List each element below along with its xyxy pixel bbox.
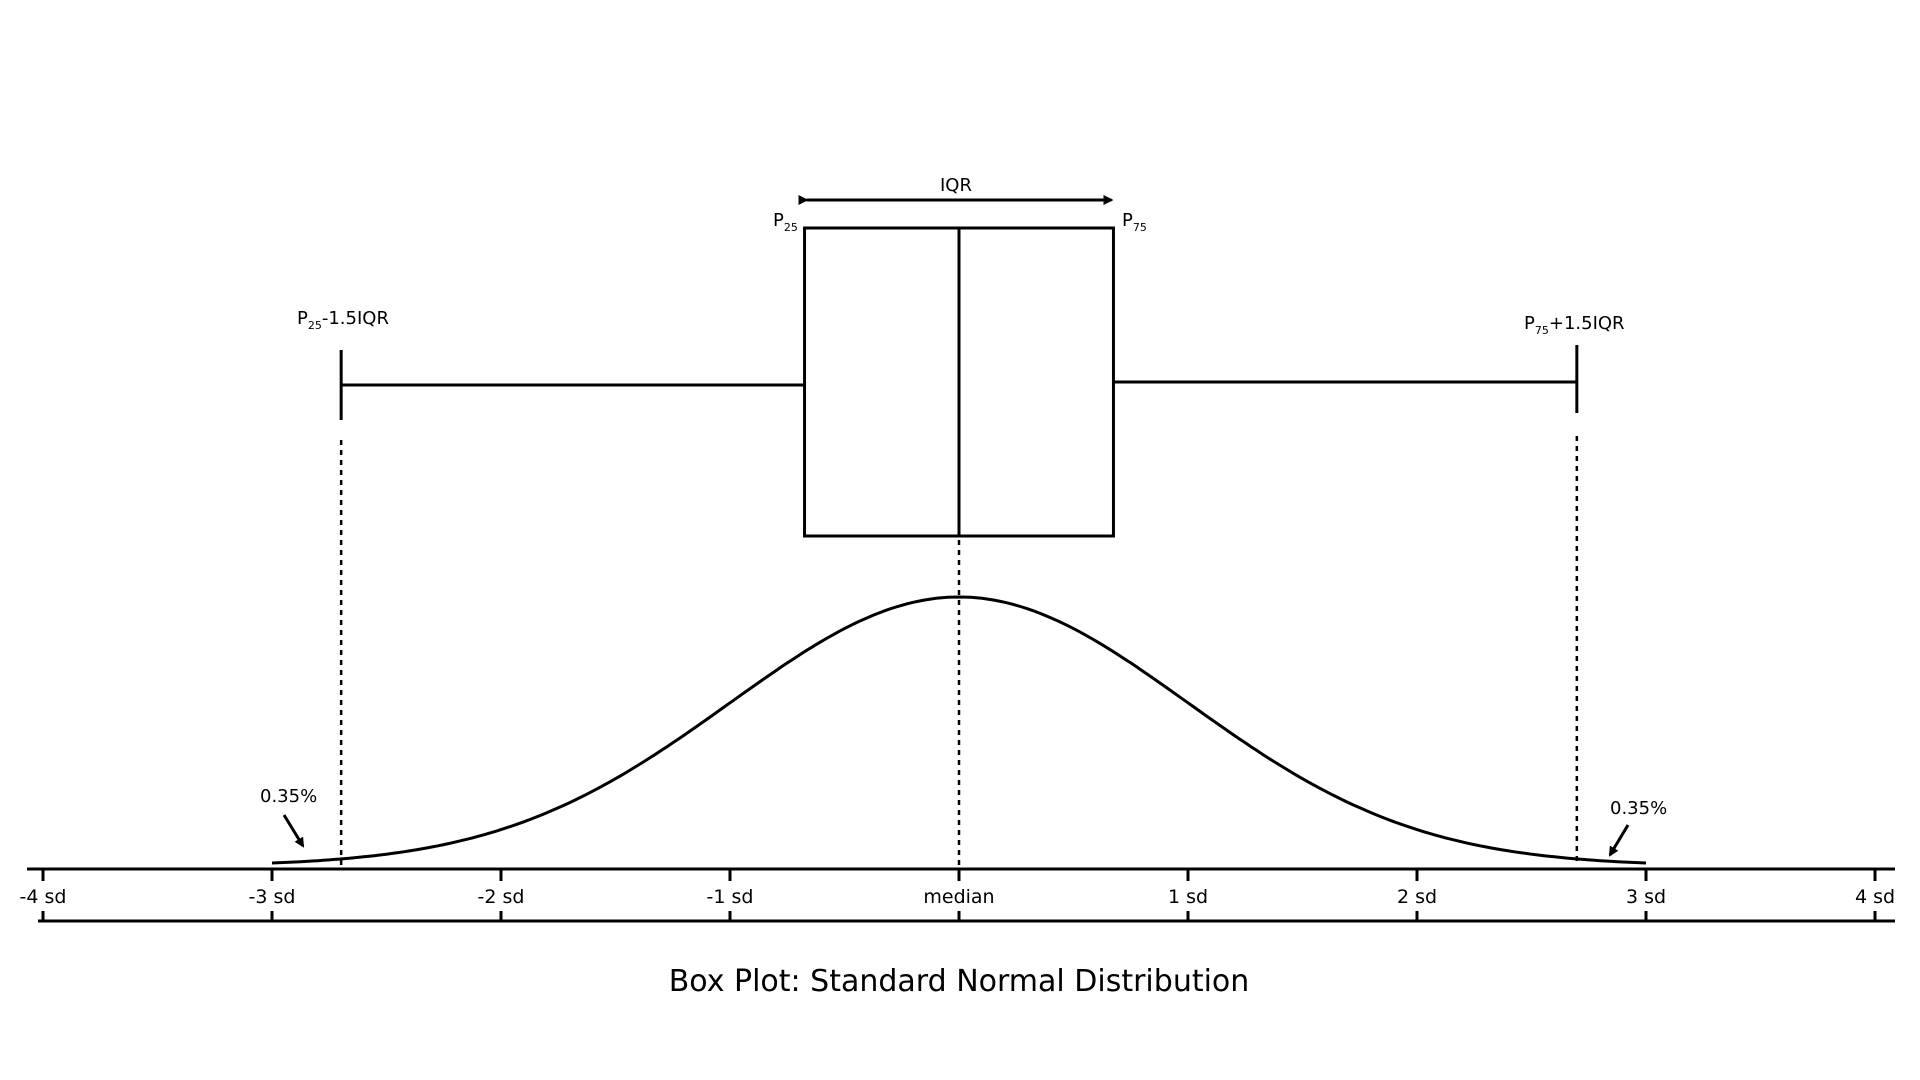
axis-ticks: -4 sd -3 sd -2 sd -1 sd median 1 sd 2 sd 3 sd 4 … — [20, 869, 1895, 921]
axis-tick-label: 1 sd — [1168, 886, 1208, 908]
left-tail-arrow — [282, 814, 305, 848]
dotted-guides — [339, 436, 1579, 866]
left-tail-percent: 0.35% — [260, 786, 317, 807]
axis-tick-label: 2 sd — [1397, 886, 1437, 908]
lower-fence-label: P25-1.5IQR — [297, 308, 389, 332]
iqr-label: IQR — [940, 175, 972, 196]
normal-curve — [271, 595, 1647, 865]
p75-label: P75 — [1122, 210, 1147, 234]
axis-tick-label: -3 sd — [249, 886, 296, 908]
axis-tick-label: median — [923, 886, 994, 908]
p25-label: P25 — [773, 210, 798, 234]
diagram-title: Box Plot: Standard Normal Distribution — [669, 964, 1250, 999]
axis-tick-label: 3 sd — [1626, 886, 1666, 908]
axis-tick-label: 4 sd — [1855, 886, 1895, 908]
axis-tick-label: -1 sd — [707, 886, 754, 908]
right-tail-percent: 0.35% — [1610, 798, 1667, 819]
upper-fence-label: P75+1.5IQR — [1524, 313, 1625, 337]
axis-tick-label: -2 sd — [478, 886, 525, 908]
axis-tick-label: -4 sd — [20, 886, 67, 908]
right-tail-arrow — [1608, 824, 1630, 857]
